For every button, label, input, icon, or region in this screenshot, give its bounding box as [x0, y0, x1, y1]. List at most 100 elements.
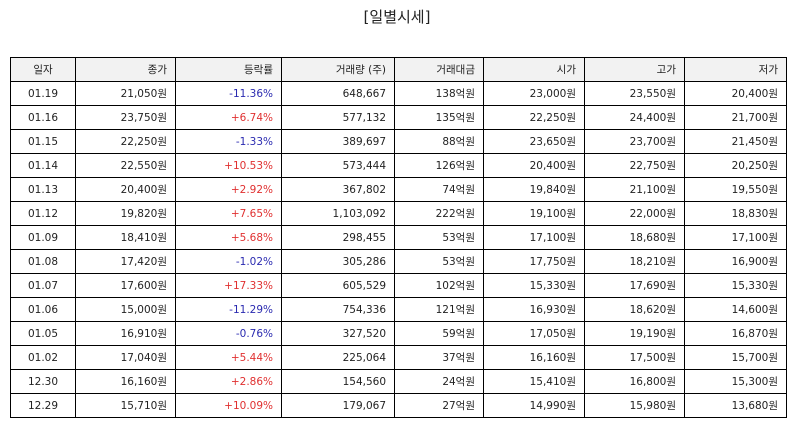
cell-volume: 327,520 — [281, 321, 395, 346]
cell-low: 21,450원 — [684, 129, 787, 154]
cell-open: 19,100원 — [483, 201, 585, 226]
cell-change: +5.44% — [175, 345, 282, 370]
cell-open: 15,330원 — [483, 273, 585, 298]
cell-low: 20,400원 — [684, 81, 787, 106]
cell-date: 01.19 — [10, 81, 76, 106]
table-row: 01.12 19,820원 +7.65% 1,103,092 222억원 19,100원 2… — [10, 201, 787, 226]
cell-amount: 138억원 — [394, 81, 484, 106]
cell-change: +6.74% — [175, 105, 282, 130]
cell-low: 13,680원 — [684, 393, 787, 418]
cell-volume: 298,455 — [281, 225, 395, 250]
cell-date: 01.09 — [10, 225, 76, 250]
cell-date: 01.06 — [10, 297, 76, 322]
cell-low: 16,870원 — [684, 321, 787, 346]
cell-change: -0.76% — [175, 321, 282, 346]
cell-volume: 225,064 — [281, 345, 395, 370]
header-change: 등락률 — [175, 57, 282, 82]
cell-amount: 102억원 — [394, 273, 484, 298]
cell-date: 01.02 — [10, 345, 76, 370]
cell-high: 22,000원 — [584, 201, 685, 226]
cell-volume: 573,444 — [281, 153, 395, 178]
table-row: 01.19 21,050원 -11.36% 648,667 138억원 23,000원 23… — [10, 81, 787, 106]
cell-amount: 121억원 — [394, 297, 484, 322]
cell-amount: 74억원 — [394, 177, 484, 202]
cell-date: 01.14 — [10, 153, 76, 178]
cell-high: 22,750원 — [584, 153, 685, 178]
cell-amount: 126억원 — [394, 153, 484, 178]
cell-close: 19,820원 — [75, 201, 176, 226]
cell-high: 18,680원 — [584, 225, 685, 250]
cell-close: 20,400원 — [75, 177, 176, 202]
table-row: 01.05 16,910원 -0.76% 327,520 59억원 17,050원 19,1… — [10, 321, 787, 346]
cell-low: 19,550원 — [684, 177, 787, 202]
table-row: 01.06 15,000원 -11.29% 754,336 121억원 16,930원 18… — [10, 297, 787, 322]
cell-close: 15,710원 — [75, 393, 176, 418]
table-row: 12.30 16,160원 +2.86% 154,560 24억원 15,410원 16,8… — [10, 369, 787, 394]
cell-volume: 605,529 — [281, 273, 395, 298]
cell-change: -1.02% — [175, 249, 282, 274]
cell-open: 17,050원 — [483, 321, 585, 346]
cell-close: 18,410원 — [75, 225, 176, 250]
cell-close: 16,160원 — [75, 369, 176, 394]
cell-volume: 1,103,092 — [281, 201, 395, 226]
cell-high: 24,400원 — [584, 105, 685, 130]
cell-open: 16,930원 — [483, 297, 585, 322]
cell-change: +2.92% — [175, 177, 282, 202]
table-row: 01.07 17,600원 +17.33% 605,529 102억원 15,330원 17… — [10, 273, 787, 298]
header-close: 종가 — [75, 57, 176, 82]
cell-volume: 754,336 — [281, 297, 395, 322]
cell-close: 22,550원 — [75, 153, 176, 178]
cell-close: 17,600원 — [75, 273, 176, 298]
cell-high: 19,190원 — [584, 321, 685, 346]
cell-close: 17,420원 — [75, 249, 176, 274]
cell-low: 14,600원 — [684, 297, 787, 322]
cell-open: 17,100원 — [483, 225, 585, 250]
cell-open: 23,000원 — [483, 81, 585, 106]
table-row: 01.13 20,400원 +2.92% 367,802 74억원 19,840원 21,1… — [10, 177, 787, 202]
header-volume: 거래량 (주) — [281, 57, 395, 82]
cell-open: 23,650원 — [483, 129, 585, 154]
page-title: [일별시세] — [363, 8, 431, 26]
cell-volume: 577,132 — [281, 105, 395, 130]
cell-low: 16,900원 — [684, 249, 787, 274]
cell-high: 18,210원 — [584, 249, 685, 274]
cell-change: -11.29% — [175, 297, 282, 322]
cell-low: 15,300원 — [684, 369, 787, 394]
cell-date: 01.07 — [10, 273, 76, 298]
cell-close: 23,750원 — [75, 105, 176, 130]
header-date: 일자 — [10, 57, 76, 82]
cell-open: 19,840원 — [483, 177, 585, 202]
cell-date: 01.08 — [10, 249, 76, 274]
header-amount: 거래대금 — [394, 57, 484, 82]
cell-close: 22,250원 — [75, 129, 176, 154]
cell-amount: 24억원 — [394, 369, 484, 394]
cell-close: 21,050원 — [75, 81, 176, 106]
cell-close: 16,910원 — [75, 321, 176, 346]
cell-volume: 389,697 — [281, 129, 395, 154]
daily-price-table: 일자 종가 등락률 거래량 (주) 거래대금 시가 고가 저가 01.19 21,… — [10, 57, 787, 418]
cell-open: 15,410원 — [483, 369, 585, 394]
cell-change: +10.53% — [175, 153, 282, 178]
cell-volume: 305,286 — [281, 249, 395, 274]
cell-high: 17,500원 — [584, 345, 685, 370]
cell-amount: 27억원 — [394, 393, 484, 418]
cell-low: 17,100원 — [684, 225, 787, 250]
cell-low: 15,700원 — [684, 345, 787, 370]
cell-amount: 222억원 — [394, 201, 484, 226]
cell-amount: 88억원 — [394, 129, 484, 154]
header-open: 시가 — [483, 57, 585, 82]
cell-date: 01.13 — [10, 177, 76, 202]
table-row: 01.16 23,750원 +6.74% 577,132 135억원 22,250원 24,… — [10, 105, 787, 130]
cell-date: 01.12 — [10, 201, 76, 226]
cell-volume: 179,067 — [281, 393, 395, 418]
header-high: 고가 — [584, 57, 685, 82]
cell-volume: 154,560 — [281, 369, 395, 394]
cell-low: 21,700원 — [684, 105, 787, 130]
table-row: 01.08 17,420원 -1.02% 305,286 53억원 17,750원 18,2… — [10, 249, 787, 274]
cell-date: 12.29 — [10, 393, 76, 418]
cell-low: 15,330원 — [684, 273, 787, 298]
cell-close: 15,000원 — [75, 297, 176, 322]
cell-change: +10.09% — [175, 393, 282, 418]
cell-low: 20,250원 — [684, 153, 787, 178]
cell-volume: 367,802 — [281, 177, 395, 202]
